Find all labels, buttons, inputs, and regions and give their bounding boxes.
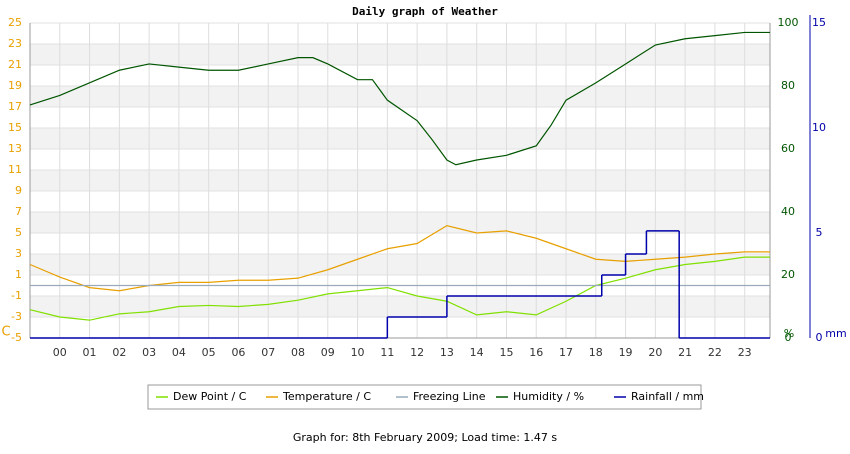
x-tick-label: 08 xyxy=(291,346,305,359)
y-tick-label: 15 xyxy=(8,121,22,134)
x-tick-label: 21 xyxy=(678,346,692,359)
y2-tick-label: 60 xyxy=(781,142,795,155)
x-tick-label: 07 xyxy=(261,346,275,359)
stripe xyxy=(30,44,770,65)
y2-tick-label: 80 xyxy=(781,79,795,92)
y2-tick-label: 20 xyxy=(781,268,795,281)
y-tick-label: -1 xyxy=(11,289,22,302)
y-tick-label: 19 xyxy=(8,79,22,92)
x-tick-label: 11 xyxy=(380,346,394,359)
legend-label: Dew Point / C xyxy=(173,390,247,403)
series-line xyxy=(29,256,770,321)
x-tick-label: 01 xyxy=(83,346,97,359)
x-tick-label: 02 xyxy=(112,346,126,359)
y-unit: C xyxy=(1,325,10,340)
y-tick-label: 1 xyxy=(15,268,22,281)
y3-tick-label: 15 xyxy=(812,16,826,29)
legend-box xyxy=(147,384,702,410)
x-tick-label: 05 xyxy=(202,346,216,359)
stripe xyxy=(30,212,770,233)
y-tick-label: 17 xyxy=(8,100,22,113)
stripe xyxy=(30,170,770,191)
stripe xyxy=(30,254,770,275)
legend-label: Temperature / C xyxy=(282,390,371,403)
y2-tick-label: 0 xyxy=(785,331,792,344)
y-tick-label: 7 xyxy=(15,205,22,218)
y3-tick-label: 10 xyxy=(812,121,826,134)
stripe xyxy=(30,86,770,107)
y3-tick-label: 5 xyxy=(816,226,823,239)
legend-label: Freezing Line xyxy=(413,390,486,403)
x-tick-label: 18 xyxy=(589,346,603,359)
y-tick-label: -5 xyxy=(11,331,22,344)
y-tick-label: 9 xyxy=(15,184,22,197)
x-tick-label: 03 xyxy=(142,346,156,359)
x-tick-label: 04 xyxy=(172,346,186,359)
y-tick-label: 11 xyxy=(8,163,22,176)
stripe xyxy=(30,296,770,317)
y-tick-label: 21 xyxy=(8,58,22,71)
x-tick-label: 09 xyxy=(321,346,335,359)
x-tick-label: 16 xyxy=(529,346,543,359)
series-line xyxy=(29,31,770,166)
x-tick-label: 06 xyxy=(231,346,245,359)
legend-label: Humidity / % xyxy=(513,390,584,403)
x-tick-label: 17 xyxy=(559,346,573,359)
x-tick-label: 23 xyxy=(738,346,752,359)
y3-unit: mm xyxy=(825,327,846,340)
chart-title: Daily graph of Weather xyxy=(352,5,498,18)
x-tick-label: 20 xyxy=(648,346,662,359)
x-tick-label: 14 xyxy=(470,346,484,359)
stripe xyxy=(30,128,770,149)
y3-tick-label: 0 xyxy=(816,331,823,344)
x-tick-label: 12 xyxy=(410,346,424,359)
y2-tick-label: 100 xyxy=(778,16,799,29)
y-tick-label: 5 xyxy=(15,226,22,239)
y-tick-label: 3 xyxy=(15,247,22,260)
x-tick-label: 13 xyxy=(440,346,454,359)
y2-unit: % xyxy=(784,327,794,340)
y-tick-label: 25 xyxy=(8,16,22,29)
y2-tick-label: 40 xyxy=(781,205,795,218)
x-tick-label: 15 xyxy=(499,346,513,359)
x-tick-label: 22 xyxy=(708,346,722,359)
legend-label: Rainfall / mm xyxy=(631,390,704,403)
y-tick-label: 23 xyxy=(8,37,22,50)
x-tick-label: 00 xyxy=(53,346,67,359)
footer: Graph for: 8th February 2009; Load time:… xyxy=(293,431,558,444)
x-tick-label: 10 xyxy=(351,346,365,359)
y-tick-label: -3 xyxy=(11,310,22,323)
x-tick-label: 19 xyxy=(619,346,633,359)
y-tick-label: 13 xyxy=(8,142,22,155)
